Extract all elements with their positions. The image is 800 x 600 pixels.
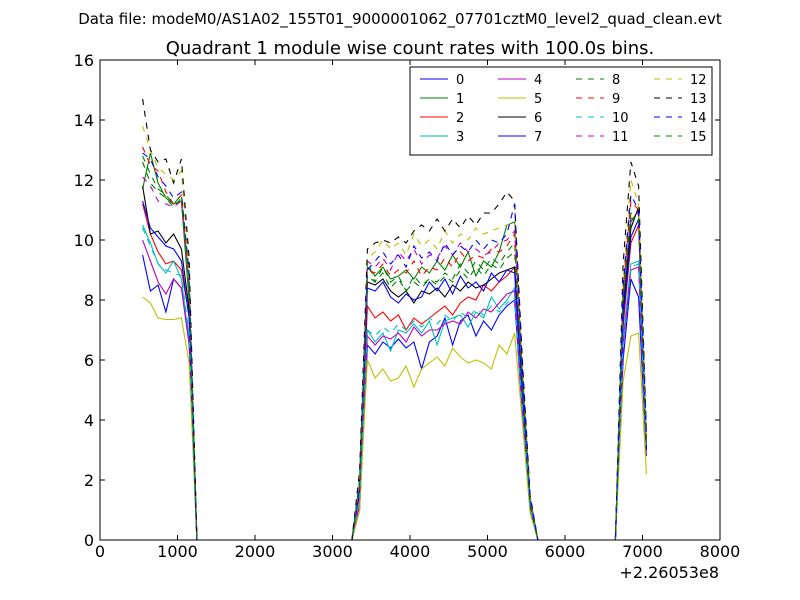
y-tick-label: 8: [84, 291, 94, 310]
legend-label: 14: [690, 111, 707, 126]
chart-title: Quadrant 1 module wise count rates with …: [166, 38, 655, 59]
legend-label: 15: [690, 130, 707, 145]
series-lines: [142, 98, 647, 540]
y-tick-label: 0: [84, 531, 94, 550]
legend-item-5: 5: [498, 92, 542, 107]
series-line-4: [142, 239, 647, 540]
legend-item-11: 11: [576, 130, 629, 145]
legend-label: 12: [690, 73, 707, 88]
y-tick-label: 12: [74, 171, 94, 190]
x-tick-label: 5000: [467, 542, 508, 561]
legend-label: 10: [612, 111, 629, 126]
x-tick-label: 2000: [235, 542, 276, 561]
legend-label: 7: [534, 130, 542, 145]
series-line-8: [142, 161, 647, 540]
y-tick-label: 6: [84, 351, 94, 370]
legend-label: 13: [690, 92, 707, 107]
suptitle: Data file: modeM0/AS1A02_155T01_90000010…: [78, 10, 722, 29]
legend-label: 9: [612, 92, 620, 107]
legend-label: 1: [456, 92, 464, 107]
legend-item-14: 14: [654, 111, 707, 126]
legend-box: [409, 66, 713, 156]
series-line-15: [142, 155, 647, 540]
series-line-0: [142, 254, 647, 540]
series-line-1: [142, 152, 647, 540]
x-tick-label: 0: [95, 542, 105, 561]
legend-item-12: 12: [654, 73, 707, 88]
x-tick-label: 6000: [545, 542, 586, 561]
series-line-13: [142, 98, 647, 540]
legend-item-7: 7: [498, 130, 542, 145]
plot-area: 0 1000 2000 3000 4000 5000 6000 7000 80000246810…: [74, 51, 741, 561]
legend-item-8: 8: [576, 73, 620, 88]
legend-label: 4: [534, 73, 542, 88]
series-line-3: [142, 224, 647, 540]
series-line-11: [142, 176, 647, 540]
series-line-5: [142, 296, 647, 540]
legend-item-13: 13: [654, 92, 707, 107]
series-line-2: [142, 203, 647, 540]
legend-item-1: 1: [420, 92, 464, 107]
legend-label: 6: [534, 111, 542, 126]
x-tick-label: 3000: [312, 542, 353, 561]
y-tick-label: 16: [74, 51, 94, 70]
x-tick-label: 7000: [622, 542, 663, 561]
y-tick-label: 2: [84, 471, 94, 490]
series-line-10: [142, 227, 647, 540]
legend-label: 2: [456, 111, 464, 126]
legend-item-9: 9: [576, 92, 620, 107]
legend-item-10: 10: [576, 111, 629, 126]
legend-item-2: 2: [420, 111, 464, 126]
legend-item-0: 0: [420, 73, 464, 88]
legend-label: 3: [456, 130, 464, 145]
legend-label: 11: [612, 130, 629, 145]
y-tick-label: 4: [84, 411, 94, 430]
legend-item-15: 15: [654, 130, 707, 145]
x-tick-label: 1000: [157, 542, 198, 561]
legend-label: 8: [612, 73, 620, 88]
x-tick-label: 8000: [700, 542, 741, 561]
x-offset-label: +2.26053e8: [619, 563, 719, 582]
legend-label: 0: [456, 73, 464, 88]
legend-item-4: 4: [498, 73, 542, 88]
series-line-12: [142, 125, 647, 540]
series-line-14: [142, 152, 647, 540]
y-tick-label: 10: [74, 231, 94, 250]
x-tick-label: 4000: [390, 542, 431, 561]
series-line-7: [142, 200, 647, 540]
legend-label: 5: [534, 92, 542, 107]
y-tick-label: 14: [74, 111, 94, 130]
legend-item-6: 6: [498, 111, 542, 126]
series-line-6: [142, 185, 647, 540]
legend-item-3: 3: [420, 130, 464, 145]
